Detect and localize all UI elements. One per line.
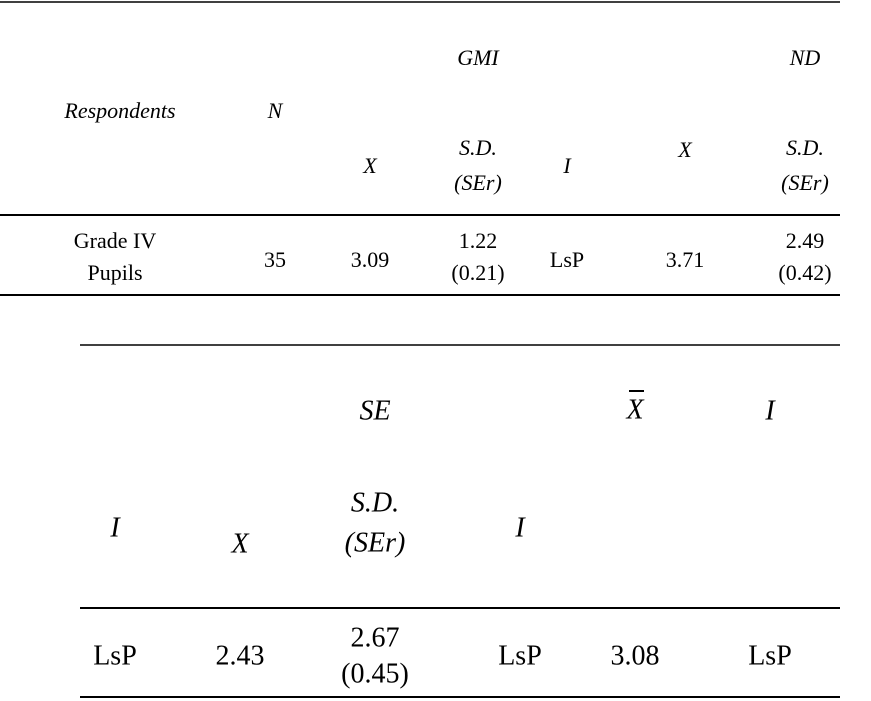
column-header: S.D. [351, 487, 399, 518]
column-header: Respondents [63, 98, 175, 123]
group-header: ND [789, 45, 821, 70]
cell: LsP [93, 640, 137, 671]
table-1: GMI ND Respondents N X S.D. (SEr) I X S.… [0, 1, 840, 296]
column-header: I [562, 153, 572, 178]
cell: 2.49 [786, 228, 825, 253]
cell: (0.45) [341, 658, 409, 689]
table-2: SE X I I X S.D. (SEr) I LsP 2.43 2.67 (0… [80, 344, 840, 698]
cell: 3.08 [611, 640, 660, 671]
column-header: S.D. [786, 135, 824, 160]
cell: (0.42) [778, 260, 831, 285]
column-header: X [362, 153, 378, 178]
column-header: (SEr) [454, 170, 502, 195]
cell: 3.09 [351, 247, 390, 272]
cell: 2.67 [351, 622, 400, 653]
cell: 3.71 [666, 247, 705, 272]
cell: LsP [550, 247, 584, 272]
group-header: SE [359, 395, 390, 426]
column-header: N [267, 98, 284, 123]
column-header: I [109, 512, 121, 543]
cell: 1.22 [459, 228, 498, 253]
column-header: (SEr) [781, 170, 829, 195]
cell: LsP [748, 640, 792, 671]
column-header: I [514, 512, 526, 543]
cell: 35 [264, 247, 286, 272]
cell: Grade IV [74, 228, 157, 253]
column-header: (SEr) [345, 527, 406, 558]
column-header: S.D. [459, 135, 497, 160]
group-header: X [625, 394, 644, 425]
column-header: X [677, 137, 693, 162]
column-header: X [230, 528, 249, 559]
cell: (0.21) [451, 260, 504, 285]
cell: LsP [498, 640, 542, 671]
cell: 2.43 [216, 640, 265, 671]
cell: Pupils [87, 260, 142, 285]
group-header: I [764, 395, 776, 426]
group-header: GMI [457, 45, 500, 70]
